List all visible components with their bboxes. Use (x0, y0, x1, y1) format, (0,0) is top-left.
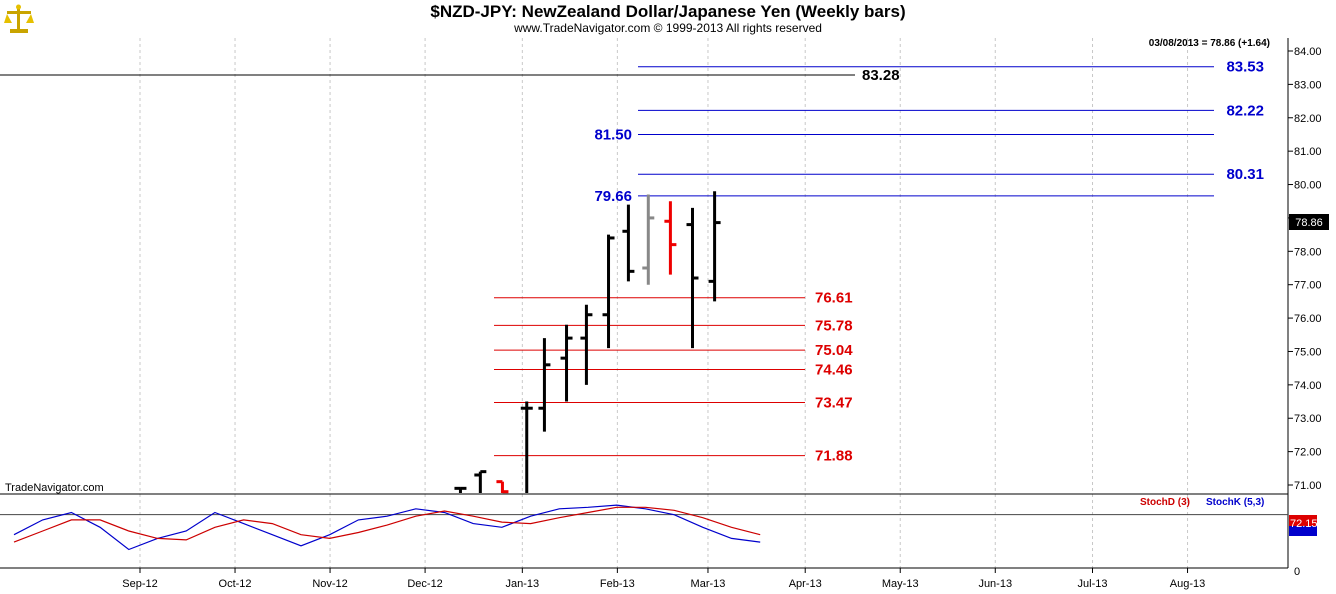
stoch-zero-tick: 0 (1294, 566, 1300, 578)
time-tick-label: Aug-13 (1170, 578, 1205, 590)
stoch-value-box-blue (1289, 524, 1317, 536)
time-tick-label: Jan-13 (506, 578, 540, 590)
price-axis: 84.0083.0082.0081.0080.0079.0078.0077.00… (1287, 38, 1322, 568)
stoch-value-box-red (1289, 515, 1317, 526)
resistance-label: 83.53 (1226, 59, 1264, 76)
price-tick-label: 73.00 (1294, 413, 1322, 425)
price-tick-label: 83.00 (1294, 79, 1322, 91)
time-tick-label: Jun-13 (978, 578, 1012, 590)
ohlc-bar (664, 201, 677, 275)
chart-subtitle: www.TradeNavigator.com © 1999-2013 All r… (514, 21, 822, 35)
stoch-value-label: 72.15 (1290, 518, 1318, 530)
ohlc-bar (560, 324, 573, 402)
last-price-box (1289, 214, 1329, 230)
price-tick-label: 76.00 (1294, 313, 1322, 325)
support-label: 74.46 (815, 361, 853, 378)
ohlc-bar (474, 470, 487, 493)
stochastic-indicator (0, 504, 1288, 551)
price-tick-label: 71.00 (1294, 480, 1322, 492)
price-tick-label: 77.00 (1294, 280, 1322, 292)
time-tick-label: Oct-12 (219, 578, 252, 590)
price-tick-label: 82.00 (1294, 113, 1322, 125)
black-level-label: 83.28 (862, 67, 900, 84)
time-tick-label: Nov-12 (312, 578, 347, 590)
time-tick-label: Mar-13 (691, 578, 726, 590)
stochd-legend: StochD (3) (1140, 497, 1190, 508)
resistance-label: 81.50 (594, 126, 632, 143)
last-price-label: 78.86 (1295, 217, 1323, 229)
price-tick-label: 78.00 (1294, 246, 1322, 258)
ohlc-bar (602, 234, 615, 349)
ohlc-bar (642, 194, 655, 285)
support-label: 75.04 (815, 342, 853, 359)
vertical-gridlines (139, 38, 1189, 568)
resistance-label: 79.66 (594, 188, 632, 205)
time-tick-label: Apr-13 (789, 578, 822, 590)
ohlc-bar (454, 486, 467, 493)
time-tick-label: May-13 (882, 578, 919, 590)
price-tick-label: 84.00 (1294, 46, 1322, 58)
ohlc-bar (622, 204, 635, 282)
price-tick-label: 80.00 (1294, 180, 1322, 192)
support-label: 73.47 (815, 395, 853, 412)
time-tick-label: Dec-12 (407, 578, 442, 590)
fibonacci-levels: 83.28 83.53 82.22 81.50 80.31 79.66 76.61 75.78… (0, 59, 1264, 465)
ohlc-bar (538, 338, 551, 432)
ohlc-bar (708, 191, 721, 302)
resistance-label: 80.31 (1226, 166, 1264, 183)
price-tick-label: 72.00 (1294, 447, 1322, 459)
chart-header: $NZD-JPY: NewZealand Dollar/Japanese Yen… (0, 0, 1336, 38)
time-tick-label: Feb-13 (600, 578, 635, 590)
trade-navigator-logo-icon (4, 3, 34, 40)
last-info-label: 03/08/2013 = 78.86 (+1.64) (1149, 38, 1270, 49)
ohlc-bar (686, 207, 699, 349)
support-label: 75.78 (815, 317, 853, 334)
price-tick-label: 74.00 (1294, 380, 1322, 392)
support-label: 71.88 (815, 448, 853, 465)
ohlc-bars (454, 191, 721, 494)
time-tick-label: Sep-12 (122, 578, 157, 590)
support-label: 76.61 (815, 290, 853, 307)
ohlc-bar (496, 480, 509, 494)
time-axis: Sep-12 Oct-12 Nov-12 Dec-12 Jan-13 Feb-13 Mar-… (0, 567, 1288, 590)
resistance-label: 82.22 (1226, 102, 1264, 119)
chart-background (0, 38, 1288, 568)
stochd-line (13, 506, 761, 543)
price-tick-label: 81.00 (1294, 146, 1322, 158)
time-tick-label: Jul-13 (1078, 578, 1108, 590)
chart-title: $NZD-JPY: NewZealand Dollar/Japanese Yen… (430, 2, 906, 21)
watermark-label: TradeNavigator.com (5, 482, 104, 494)
ohlc-bar (580, 304, 593, 385)
ohlc-bar (520, 401, 533, 493)
price-tick-label: 75.00 (1294, 346, 1322, 358)
stochk-legend: StochK (5,3) (1206, 497, 1264, 508)
